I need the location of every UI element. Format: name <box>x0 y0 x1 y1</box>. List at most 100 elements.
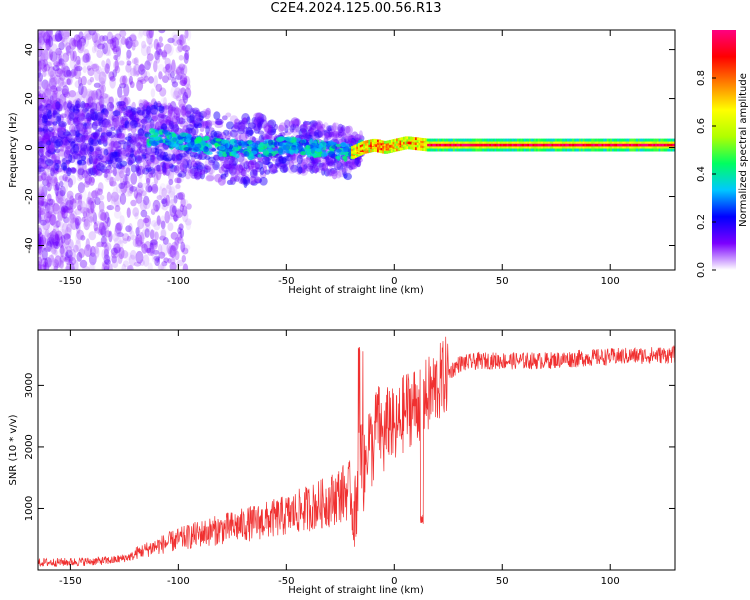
spectrogram-cell <box>38 60 44 66</box>
spectrogram-cell <box>89 139 97 151</box>
spectrogram-cell <box>114 205 121 212</box>
spectrogram-cell <box>90 63 98 70</box>
spectrogram-cell <box>67 205 73 215</box>
spectrogram-cell <box>38 256 42 266</box>
spectrogram-cell <box>42 83 48 95</box>
spectrogram-cell <box>55 187 64 200</box>
spectrogram-cell <box>128 103 136 109</box>
spectrogram-cell <box>71 39 79 47</box>
spectrogram-cell <box>104 170 110 178</box>
spectrogram-cell <box>160 215 166 228</box>
spectrogram-cell <box>167 214 175 220</box>
spectrogram-cell <box>100 137 108 144</box>
spectrogram-cell <box>52 202 60 215</box>
spectrogram-cell <box>62 65 71 78</box>
spectrogram-cell <box>74 198 82 204</box>
spectrogram-cell <box>76 59 81 68</box>
spectrogram-cell <box>177 191 186 201</box>
spectrogram-cell <box>74 192 83 201</box>
spectrogram-cell <box>50 117 55 130</box>
spectrogram-cell <box>88 231 97 241</box>
spectrogram-cell <box>140 241 146 249</box>
spectrogram-cell <box>69 195 75 206</box>
spectrogram-cell <box>149 239 158 246</box>
spectrogram-cell <box>64 110 71 119</box>
spectrogram-cell <box>106 191 112 203</box>
spectrogram-cell <box>40 153 45 163</box>
spectrogram-cell <box>168 186 176 198</box>
spectrogram-cell <box>116 45 122 58</box>
spectrogram-cell <box>151 108 157 120</box>
spectrogram-cell <box>255 140 261 145</box>
spectrogram-cell <box>125 225 132 233</box>
spectrogram-cell <box>113 209 122 219</box>
spectrogram-cell <box>114 222 122 235</box>
spectrogram-cell <box>58 122 65 130</box>
spectrogram-cell <box>53 61 60 67</box>
spectrogram-cell <box>38 60 42 67</box>
spectrogram-cell <box>107 49 112 57</box>
spectrogram-cell <box>40 138 46 145</box>
spectrogram-cell <box>146 32 153 45</box>
spectrogram-cell <box>95 168 103 177</box>
spectrogram-cell <box>38 117 41 125</box>
spectrogram-cell <box>68 256 77 266</box>
spectrogram-cell <box>91 45 97 54</box>
spectrogram-cell <box>41 115 48 127</box>
spectrogram-cell <box>38 77 43 90</box>
spectrogram-cell <box>182 45 191 52</box>
spectrogram-cell <box>106 31 114 45</box>
y-tick-label: 0 <box>24 144 35 150</box>
spectrogram-cell <box>130 249 137 260</box>
spectrogram-cell <box>298 139 306 146</box>
spectrogram-cell <box>51 246 57 255</box>
spectrogram-cell <box>163 151 168 157</box>
spectrogram-cell <box>179 151 186 164</box>
spectrogram-cell <box>336 155 341 161</box>
spectrogram-cell <box>62 132 67 145</box>
spectrogram-cell <box>124 38 129 46</box>
spectrogram-cell <box>85 102 91 110</box>
spectrogram-cell <box>167 109 173 118</box>
spectrogram-cell <box>145 110 151 120</box>
spectrogram-cell <box>55 103 63 112</box>
spectrogram-cell <box>48 77 57 90</box>
spectrogram-cell <box>165 117 172 124</box>
spectrogram-cell <box>97 182 104 192</box>
spectrogram-cell <box>238 148 245 154</box>
spectrogram-cell <box>177 75 185 84</box>
spectrogram-cell <box>110 197 116 210</box>
spectrogram-cell <box>77 182 85 194</box>
spectrogram-cell <box>152 147 158 154</box>
spectrogram-cell <box>45 149 52 158</box>
spectrogram-cell <box>100 236 107 245</box>
spectrogram-cell <box>113 60 120 71</box>
spectrogram-cell <box>46 104 53 114</box>
spectrogram-cell <box>111 35 117 43</box>
spectrogram-cell <box>51 258 60 264</box>
spectrogram-cell <box>59 113 67 119</box>
spectrogram-cell <box>61 88 69 95</box>
spectrogram-cell <box>108 71 115 80</box>
spectrogram-cell <box>120 153 125 162</box>
spectrogram-cell <box>175 46 183 54</box>
spectrogram-cell <box>45 38 51 51</box>
spectrogram-cell <box>109 105 118 114</box>
spectrogram-cell <box>54 202 61 215</box>
spectrogram-cell <box>132 124 140 130</box>
spectrogram-cell <box>146 247 154 256</box>
spectrogram-cell <box>96 37 104 50</box>
spectrogram-cell <box>107 131 116 139</box>
spectrogram-cell <box>38 127 45 132</box>
spectrogram-cell <box>53 249 58 256</box>
spectrogram-cell <box>135 70 140 76</box>
spectrogram-cell <box>78 142 85 150</box>
spectrogram-cell <box>39 208 47 215</box>
spectrogram-cell <box>59 246 65 255</box>
spectrogram-cell <box>166 183 172 189</box>
spectrogram-cell <box>77 202 84 209</box>
spectrogram-cell <box>96 100 104 107</box>
spectrogram-cell <box>146 247 152 254</box>
spectrogram-cell <box>85 200 92 214</box>
spectrogram-cell <box>76 42 84 48</box>
